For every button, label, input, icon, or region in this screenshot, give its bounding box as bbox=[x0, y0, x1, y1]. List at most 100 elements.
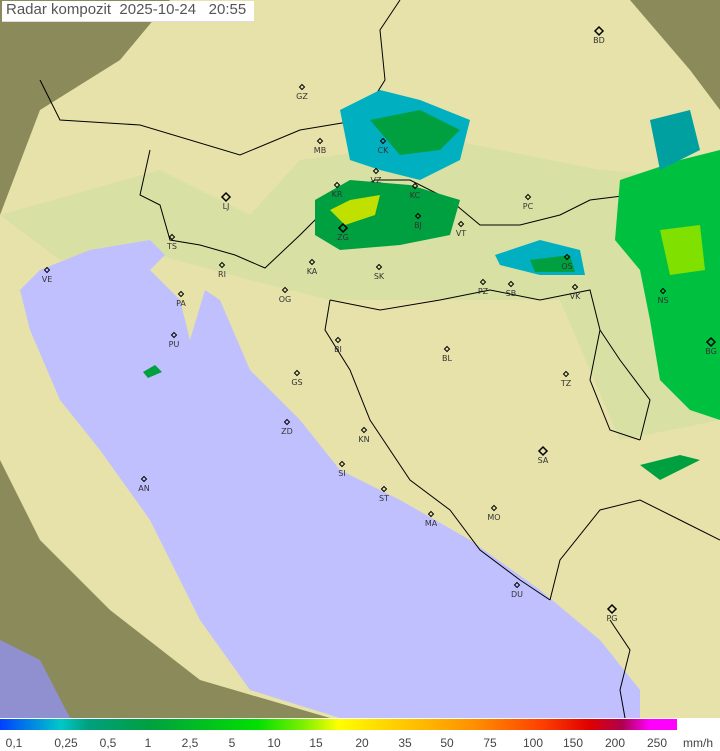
map-title: Radar kompozit 2025-10-24 20:55 bbox=[2, 1, 255, 22]
legend-tick-label: 10 bbox=[267, 736, 281, 750]
legend-tick-label: 35 bbox=[398, 736, 412, 750]
legend-tick-label: 0,1 bbox=[5, 736, 23, 750]
city-marker-icon bbox=[411, 182, 419, 190]
city-label: MO bbox=[487, 513, 500, 522]
city-marker-icon bbox=[177, 290, 185, 298]
city-label: RI bbox=[218, 270, 226, 279]
precipitation-color-scale bbox=[0, 719, 677, 730]
city-label: ZG bbox=[337, 233, 349, 242]
city-marker-icon bbox=[524, 193, 532, 201]
city-label: PA bbox=[176, 299, 186, 308]
city-marker-icon bbox=[316, 137, 324, 145]
city-marker-icon bbox=[218, 261, 226, 269]
country-borders bbox=[39, 0, 720, 718]
legend-tick-label: 0,25 bbox=[54, 736, 78, 750]
city-marker-icon bbox=[606, 603, 618, 615]
city-label: LJ bbox=[223, 202, 230, 211]
city-label: PG bbox=[606, 614, 617, 623]
city-marker-icon bbox=[337, 222, 349, 234]
city-label: SI bbox=[338, 469, 345, 478]
city-label: VK bbox=[570, 292, 581, 301]
city-label: GZ bbox=[296, 92, 308, 101]
radar-echoes bbox=[143, 90, 720, 480]
city-label: GS bbox=[291, 378, 302, 387]
legend-tick-label: 50 bbox=[440, 736, 454, 750]
city-label: KC bbox=[410, 191, 421, 200]
city-label: SA bbox=[538, 456, 549, 465]
city-marker-icon bbox=[414, 212, 422, 220]
city-label: TZ bbox=[560, 379, 572, 388]
city-label: AN bbox=[138, 484, 149, 493]
city-marker-icon bbox=[43, 266, 51, 274]
adriatic-sea bbox=[20, 240, 640, 718]
city-marker-icon bbox=[379, 137, 387, 145]
city-marker-icon bbox=[457, 220, 465, 228]
city-label: BD bbox=[593, 36, 605, 45]
city-label: MA bbox=[425, 519, 438, 528]
city-marker-icon bbox=[281, 286, 289, 294]
legend-tick-label: 100 bbox=[522, 736, 544, 750]
city-label: BL bbox=[442, 354, 452, 363]
city-label: BJ bbox=[414, 221, 422, 230]
city-marker-icon bbox=[283, 418, 291, 426]
title-date: 2025-10-24 bbox=[119, 1, 197, 18]
city-marker-icon bbox=[537, 445, 549, 457]
city-label: ST bbox=[379, 494, 389, 503]
city-label: MB bbox=[314, 146, 326, 155]
lowland-area bbox=[0, 140, 720, 440]
legend-tick-label: 250 bbox=[646, 736, 668, 750]
legend-tick-label: 15 bbox=[309, 736, 323, 750]
city-marker-icon bbox=[375, 263, 383, 271]
city-markers: GZ BD MB CK VZ KR KC LJ PC ZG BJ VT TS VE KA SK RI OS PZ SB… bbox=[42, 25, 717, 623]
city-marker-icon bbox=[372, 167, 380, 175]
city-label: PZ bbox=[478, 287, 489, 296]
city-marker-icon bbox=[334, 336, 342, 344]
city-marker-icon bbox=[333, 181, 341, 189]
tyrrhenian-sea bbox=[0, 640, 70, 718]
city-marker-icon bbox=[562, 370, 570, 378]
city-marker-icon bbox=[513, 581, 521, 589]
legend-tick-label: 75 bbox=[483, 736, 497, 750]
city-marker-icon bbox=[338, 460, 346, 468]
legend-unit: mm/h bbox=[683, 736, 713, 750]
legend-tick-label: 20 bbox=[355, 736, 369, 750]
title-time: 20:55 bbox=[208, 1, 247, 18]
city-label: BI bbox=[334, 345, 342, 354]
legend-tick-label: 5 bbox=[228, 736, 236, 750]
city-marker-icon bbox=[659, 287, 667, 295]
city-marker-icon bbox=[380, 485, 388, 493]
city-label: KA bbox=[307, 267, 318, 276]
city-label: KR bbox=[332, 190, 343, 199]
legend-tick-label: 1 bbox=[144, 736, 152, 750]
city-marker-icon bbox=[507, 280, 515, 288]
city-label: OG bbox=[279, 295, 292, 304]
city-label: DU bbox=[511, 590, 523, 599]
city-label: VE bbox=[42, 275, 53, 284]
city-marker-icon bbox=[168, 233, 176, 241]
city-label: PC bbox=[523, 202, 534, 211]
city-label: SB bbox=[506, 289, 517, 298]
city-label: SK bbox=[374, 272, 385, 281]
city-marker-icon bbox=[593, 25, 605, 37]
title-text: Radar kompozit bbox=[6, 1, 112, 18]
city-marker-icon bbox=[360, 426, 368, 434]
city-label: BG bbox=[705, 347, 717, 356]
city-label: TS bbox=[166, 242, 177, 251]
legend-tick-label: 150 bbox=[562, 736, 584, 750]
city-label: VT bbox=[456, 229, 466, 238]
city-marker-icon bbox=[443, 345, 451, 353]
city-marker-icon bbox=[490, 504, 498, 512]
city-label: OS bbox=[561, 262, 572, 271]
city-marker-icon bbox=[571, 283, 579, 291]
city-label: VZ bbox=[371, 176, 382, 185]
city-label: NS bbox=[657, 296, 668, 305]
city-marker-icon bbox=[293, 369, 301, 377]
city-marker-icon bbox=[220, 191, 232, 203]
city-label: KN bbox=[358, 435, 369, 444]
city-marker-icon bbox=[427, 510, 435, 518]
radar-map[interactable]: GZ BD MB CK VZ KR KC LJ PC ZG BJ VT TS VE KA SK RI OS PZ SB… bbox=[0, 0, 720, 718]
legend-tick-label: 200 bbox=[604, 736, 626, 750]
city-label: ZD bbox=[281, 427, 293, 436]
legend-tick-label: 0,5 bbox=[99, 736, 117, 750]
city-marker-icon bbox=[298, 83, 306, 91]
